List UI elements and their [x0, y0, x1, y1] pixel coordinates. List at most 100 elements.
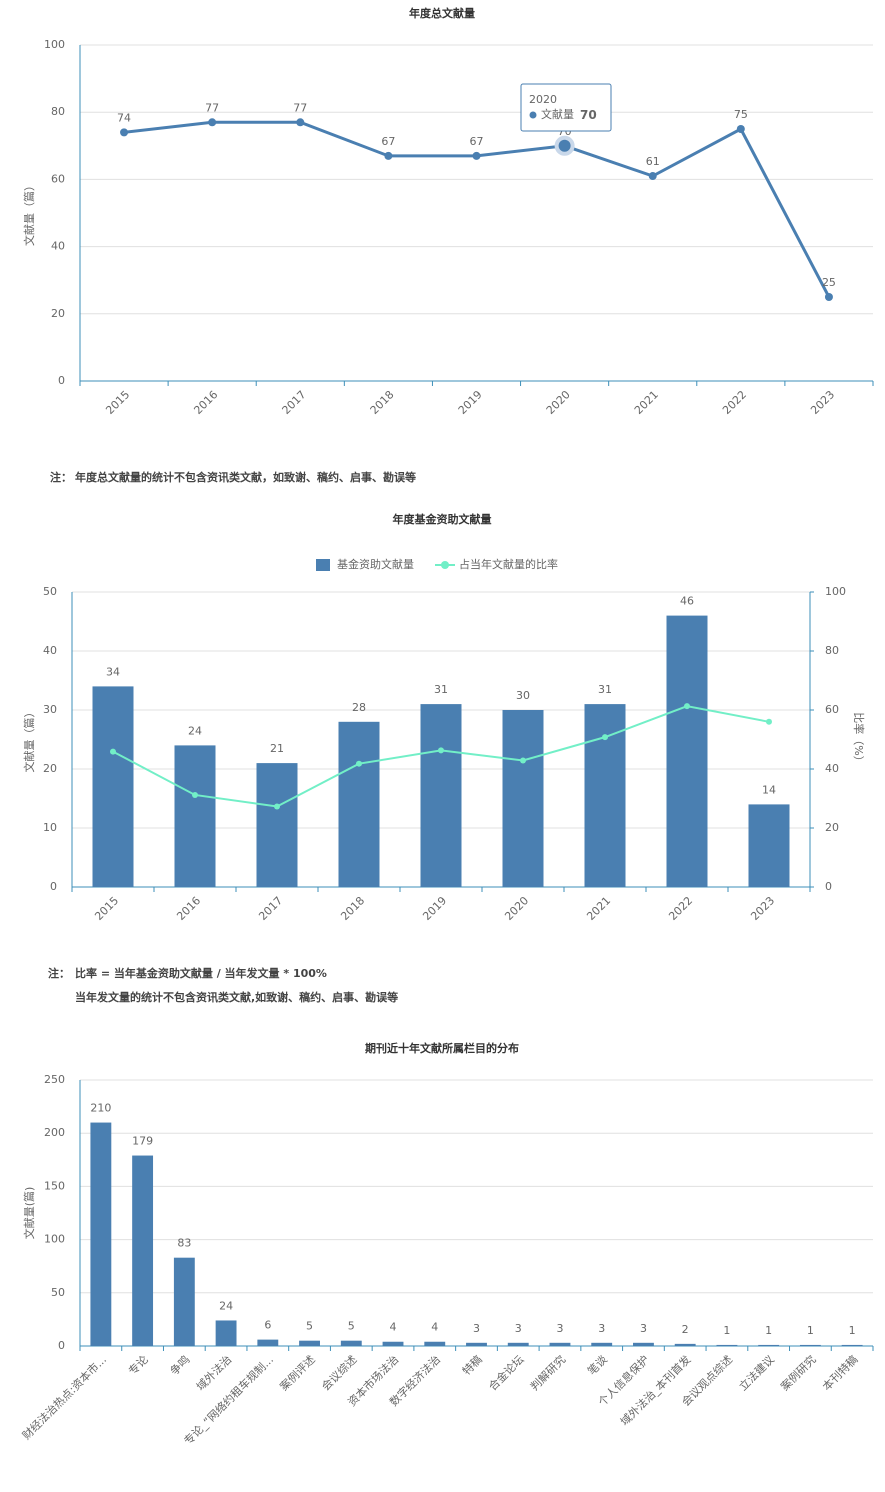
data-label: 31	[598, 683, 612, 696]
point	[602, 734, 608, 741]
bar	[748, 804, 790, 887]
point	[520, 757, 526, 764]
point	[472, 151, 481, 160]
point	[438, 747, 444, 754]
bar	[633, 1342, 654, 1346]
tooltip-series: 文献量	[541, 107, 574, 121]
note-text: 比率 = 当年基金资助文献量 / 当年发文量 * 100%	[75, 966, 327, 980]
x-tick-label: 争鸣	[167, 1352, 192, 1377]
x-tick-label: 域外法治_本刊首发	[617, 1352, 693, 1428]
y-tick-label: 20	[51, 307, 65, 320]
x-tick-label: 2017	[280, 388, 309, 417]
point	[192, 791, 198, 798]
x-tick-label: 专论	[125, 1352, 150, 1377]
data-label: 2	[682, 1323, 689, 1336]
data-label: 5	[306, 1320, 313, 1333]
legend-label: 基金资助文献量	[337, 557, 414, 571]
data-label: 1	[765, 1324, 772, 1337]
point	[824, 293, 833, 301]
bar	[132, 1155, 154, 1346]
y-axis-label: 文献量(篇)	[22, 1187, 36, 1240]
y-tick-label: 40	[51, 240, 65, 253]
data-label: 3	[640, 1322, 647, 1335]
y-tick-label: 40	[43, 644, 57, 657]
point	[766, 718, 772, 725]
note-label: 注：	[48, 966, 70, 980]
bar	[90, 1122, 112, 1346]
data-label: 4	[390, 1321, 397, 1334]
y-tick-label: 100	[44, 38, 65, 51]
data-label: 24	[219, 1299, 233, 1312]
data-label: 67	[470, 135, 484, 148]
data-label: 28	[352, 701, 366, 714]
y-tick-label: 0	[58, 1339, 65, 1352]
y-tick-label: 250	[44, 1073, 65, 1086]
y2-tick-label: 20	[825, 821, 839, 834]
bar	[299, 1340, 320, 1346]
y2-tick-label: 40	[825, 762, 839, 775]
data-label: 24	[188, 724, 202, 737]
bar	[257, 1339, 279, 1346]
note-label: 注：	[50, 470, 72, 484]
line	[123, 120, 831, 298]
chart-title: 年度基金资助文献量	[393, 512, 492, 526]
y2-tick-label: 60	[825, 703, 839, 716]
x-tick-label: 立法建议	[736, 1352, 777, 1393]
note-text: 当年发文量的统计不包含资讯类文献,如致谢、稿约、启事、勘误等	[75, 990, 398, 1004]
data-label: 77	[205, 101, 219, 114]
y2-tick-label: 0	[825, 880, 832, 893]
y-axis-label: 文献量（篇）	[22, 180, 36, 246]
data-label: 3	[473, 1322, 480, 1335]
point	[648, 172, 657, 181]
data-label: 67	[381, 135, 395, 148]
bar	[666, 615, 708, 887]
x-tick-label: 2015	[92, 894, 121, 923]
chart-title: 期刊近十年文献所属栏目的分布	[365, 1041, 519, 1055]
bar	[174, 745, 216, 887]
x-tick-label: 2021	[632, 388, 661, 417]
data-label: 6	[264, 1319, 271, 1332]
bar	[716, 1344, 738, 1346]
data-label: 77	[293, 101, 307, 114]
y-tick-label: 20	[43, 762, 57, 775]
data-label: 179	[132, 1135, 153, 1148]
y-tick-label: 60	[51, 172, 65, 185]
bar	[340, 1340, 362, 1346]
x-tick-label: 2023	[808, 388, 837, 417]
data-label: 75	[734, 108, 748, 121]
bar	[173, 1257, 195, 1346]
data-label: 25	[822, 276, 836, 289]
legend-swatch	[441, 561, 449, 569]
data-label: 31	[434, 683, 448, 696]
data-label: 1	[807, 1324, 814, 1337]
bar	[549, 1342, 571, 1346]
bar	[256, 763, 298, 887]
y-tick-label: 80	[51, 105, 65, 118]
bar	[338, 721, 380, 887]
legend-swatch	[316, 559, 330, 571]
bar	[507, 1342, 529, 1346]
bar	[92, 686, 134, 887]
bar	[420, 704, 462, 887]
point	[684, 703, 690, 710]
data-label: 83	[177, 1237, 191, 1250]
point	[110, 748, 116, 755]
bar	[841, 1344, 863, 1346]
y2-tick-label: 100	[825, 585, 846, 598]
bar	[466, 1342, 487, 1346]
point	[120, 128, 129, 137]
y-tick-label: 0	[58, 374, 65, 387]
x-tick-label: 2022	[666, 894, 695, 923]
data-label: 74	[117, 111, 131, 124]
data-label: 1	[723, 1324, 730, 1337]
bar	[424, 1341, 446, 1346]
bar	[382, 1341, 404, 1346]
y-tick-label: 150	[44, 1179, 65, 1192]
y-tick-label: 50	[51, 1286, 65, 1299]
data-label: 46	[680, 595, 694, 608]
x-tick-label: 2020	[502, 894, 531, 923]
tooltip-title: 2020	[529, 93, 557, 106]
x-tick-label: 会议综述	[319, 1352, 360, 1393]
